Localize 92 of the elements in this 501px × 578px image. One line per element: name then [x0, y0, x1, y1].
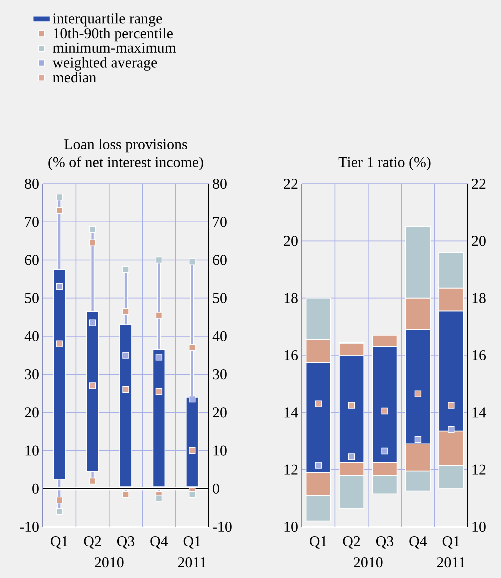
y-tick-label: 20 [25, 408, 39, 418]
point [348, 454, 356, 460]
x-tick-label: Q2 [84, 536, 102, 549]
x-tick-label: Q1 [51, 536, 68, 549]
point [414, 390, 422, 398]
y-tick-label: 14 [284, 408, 298, 418]
y-tick-label: 50 [25, 293, 39, 304]
x-tick-label: Q4 [410, 536, 428, 549]
legend-label: median [53, 72, 96, 83]
legend-label: 10th-90th percentile [54, 28, 173, 42]
point [156, 312, 163, 319]
point [56, 508, 63, 516]
y2-tick-label: 30 [213, 370, 227, 380]
y-tick-label: 10 [26, 446, 39, 456]
point [189, 447, 196, 454]
y2-tick-label: 22 [472, 179, 486, 189]
point [189, 344, 196, 352]
point [156, 495, 163, 502]
point [448, 426, 455, 434]
point [189, 396, 196, 403]
point [189, 258, 196, 266]
y-tick-label: 18 [284, 293, 298, 304]
x-tick-label: Q1 [442, 536, 460, 549]
y-tick-label: 0 [32, 484, 39, 494]
y-tick-label: 20 [284, 236, 298, 246]
y2-tick-label: 80 [213, 178, 227, 190]
y2-tick-label: 16 [472, 350, 486, 361]
legend-label: minimum-maximum [53, 42, 176, 53]
y-tick-label: 10 [284, 522, 298, 532]
point [122, 352, 130, 359]
chart-subtitle: (% of net interest income) [48, 156, 204, 171]
point [89, 240, 96, 246]
chart-title: Tier 1 ratio (%) [338, 156, 431, 171]
x-tick-label: Q3 [117, 536, 135, 549]
y2-tick-label: 10 [472, 522, 486, 532]
y2-tick-label: 50 [213, 293, 227, 304]
y-tick-label: 22 [284, 179, 298, 189]
point [156, 388, 163, 396]
point [56, 340, 63, 348]
point [448, 402, 455, 409]
y2-tick-label: 60 [213, 255, 227, 266]
y-tick-label: 70 [26, 217, 39, 228]
point [315, 400, 322, 408]
point [89, 478, 96, 485]
point [56, 194, 63, 201]
y2-tick-label: 20 [472, 236, 486, 246]
y-tick-label: 40 [24, 331, 39, 342]
y2-tick-label: 70 [214, 217, 227, 228]
legend-label: interquartile range [53, 13, 162, 27]
point [382, 448, 388, 455]
y2-tick-label: 12 [472, 464, 486, 475]
point [414, 436, 422, 444]
x-tick-label: Q3 [376, 536, 394, 549]
point [89, 320, 96, 326]
y2-tick-label: 14 [472, 408, 486, 418]
point [56, 496, 63, 504]
x-tick-label: Q2 [343, 536, 360, 549]
point [156, 256, 163, 264]
y2-tick-label: 20 [213, 408, 227, 418]
point [189, 491, 196, 498]
chart-title: Loan loss provisions [64, 139, 188, 153]
y2-tick-label: -10 [213, 522, 232, 532]
point [122, 308, 130, 316]
point [315, 462, 322, 469]
point [156, 354, 163, 361]
y-tick-label: 80 [25, 178, 39, 190]
legend-label: weighted average [52, 57, 158, 71]
point [348, 402, 356, 409]
point [122, 491, 130, 498]
y2-tick-label: 40 [212, 331, 227, 342]
y2-tick-label: 0 [213, 484, 220, 494]
point [89, 226, 96, 234]
point [56, 207, 63, 214]
point [89, 382, 96, 390]
text: 2010 [95, 558, 124, 568]
x-tick-label: Q1 [184, 536, 201, 549]
y2-tick-label: 18 [472, 293, 486, 304]
text: 2011 [437, 558, 466, 568]
point [122, 386, 130, 394]
y-tick-label: -10 [20, 522, 39, 532]
point [56, 284, 63, 290]
y2-tick-label: 10 [214, 446, 227, 456]
y-tick-label: 12 [284, 464, 298, 475]
x-tick-label: Q1 [310, 536, 327, 549]
text: 2010 [354, 558, 383, 568]
point [382, 408, 388, 415]
x-tick-label: Q4 [150, 536, 168, 549]
y-tick-label: 16 [284, 350, 298, 361]
text: 2011 [178, 558, 206, 568]
y-tick-label: 30 [25, 370, 39, 380]
point [122, 266, 130, 274]
y-tick-label: 60 [25, 255, 39, 266]
